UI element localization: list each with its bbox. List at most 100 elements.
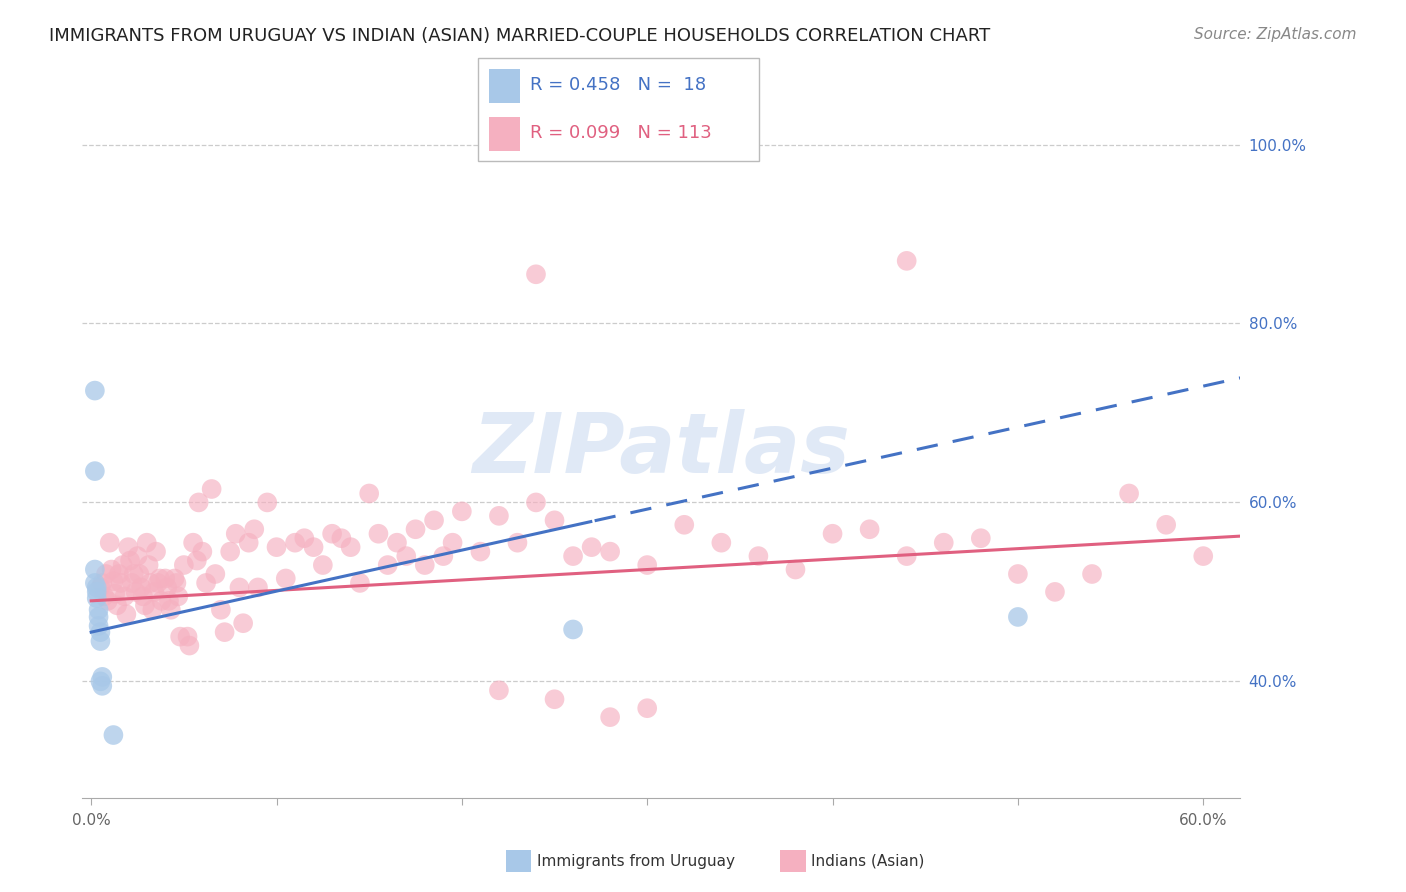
Point — [128, 566, 150, 581]
Point — [145, 544, 167, 558]
Point — [506, 535, 529, 549]
Point — [156, 581, 179, 595]
Point — [91, 670, 114, 684]
Point — [167, 590, 190, 604]
Point — [395, 549, 418, 563]
Point — [441, 535, 464, 549]
Point — [543, 692, 565, 706]
Point — [405, 522, 427, 536]
Point — [349, 576, 371, 591]
Point — [1154, 517, 1177, 532]
Point — [524, 495, 547, 509]
Point — [339, 540, 361, 554]
Point — [176, 630, 198, 644]
Point — [385, 535, 408, 549]
Point — [121, 576, 143, 591]
Point — [377, 558, 399, 572]
Point — [191, 544, 214, 558]
Point — [165, 576, 187, 591]
Point — [104, 587, 127, 601]
Point — [214, 625, 236, 640]
Point — [124, 585, 146, 599]
Point — [1007, 610, 1029, 624]
Point — [150, 594, 173, 608]
Point — [87, 610, 110, 624]
Point — [155, 572, 177, 586]
Point — [225, 526, 247, 541]
Point — [181, 535, 204, 549]
Point — [143, 585, 166, 599]
Point — [83, 384, 105, 398]
Point — [89, 625, 111, 640]
Point — [284, 535, 307, 549]
Point — [423, 513, 446, 527]
Point — [120, 553, 142, 567]
Point — [135, 535, 157, 549]
Text: IMMIGRANTS FROM URUGUAY VS INDIAN (ASIAN) MARRIED-COUPLE HOUSEHOLDS CORRELATION : IMMIGRANTS FROM URUGUAY VS INDIAN (ASIAN… — [49, 27, 990, 45]
Point — [636, 558, 658, 572]
Point — [524, 267, 547, 281]
Point — [89, 674, 111, 689]
Point — [821, 526, 844, 541]
Point — [413, 558, 436, 572]
Point — [157, 594, 180, 608]
Point — [274, 572, 297, 586]
Point — [204, 566, 226, 581]
Point — [115, 607, 138, 622]
Point — [86, 591, 108, 606]
Point — [209, 603, 232, 617]
Point — [673, 517, 696, 532]
Text: ZIPatlas: ZIPatlas — [472, 409, 851, 491]
Point — [488, 683, 510, 698]
Point — [256, 495, 278, 509]
Point — [896, 253, 918, 268]
Point — [179, 639, 201, 653]
Point — [127, 549, 149, 563]
Point — [132, 590, 155, 604]
Point — [87, 603, 110, 617]
Text: R = 0.099   N = 113: R = 0.099 N = 113 — [530, 124, 711, 142]
Point — [932, 535, 955, 549]
Point — [302, 540, 325, 554]
Point — [105, 599, 128, 613]
Point — [243, 522, 266, 536]
Point — [1007, 566, 1029, 581]
Point — [114, 590, 136, 604]
Point — [859, 522, 882, 536]
Point — [129, 581, 152, 595]
Point — [292, 531, 315, 545]
Point — [896, 549, 918, 563]
Point — [330, 531, 353, 545]
Point — [100, 562, 122, 576]
Point — [122, 566, 145, 581]
Point — [83, 576, 105, 591]
Point — [117, 540, 139, 554]
Point — [169, 630, 191, 644]
Point — [599, 710, 621, 724]
Point — [747, 549, 769, 563]
Point — [186, 553, 208, 567]
Point — [87, 619, 110, 633]
Point — [636, 701, 658, 715]
Point — [94, 566, 117, 581]
Point — [970, 531, 993, 545]
Point — [1081, 566, 1104, 581]
Point — [160, 603, 183, 617]
Point — [134, 599, 156, 613]
Point — [238, 535, 260, 549]
Point — [562, 549, 585, 563]
Point — [149, 572, 172, 586]
Point — [97, 594, 120, 608]
Point — [89, 581, 111, 595]
Point — [321, 526, 343, 541]
Point — [138, 558, 160, 572]
Point — [91, 679, 114, 693]
Point — [108, 566, 131, 581]
Point — [91, 576, 114, 591]
Point — [86, 585, 108, 599]
Point — [312, 558, 335, 572]
Point — [581, 540, 603, 554]
Point — [599, 544, 621, 558]
Point — [1192, 549, 1215, 563]
Point — [1043, 585, 1066, 599]
